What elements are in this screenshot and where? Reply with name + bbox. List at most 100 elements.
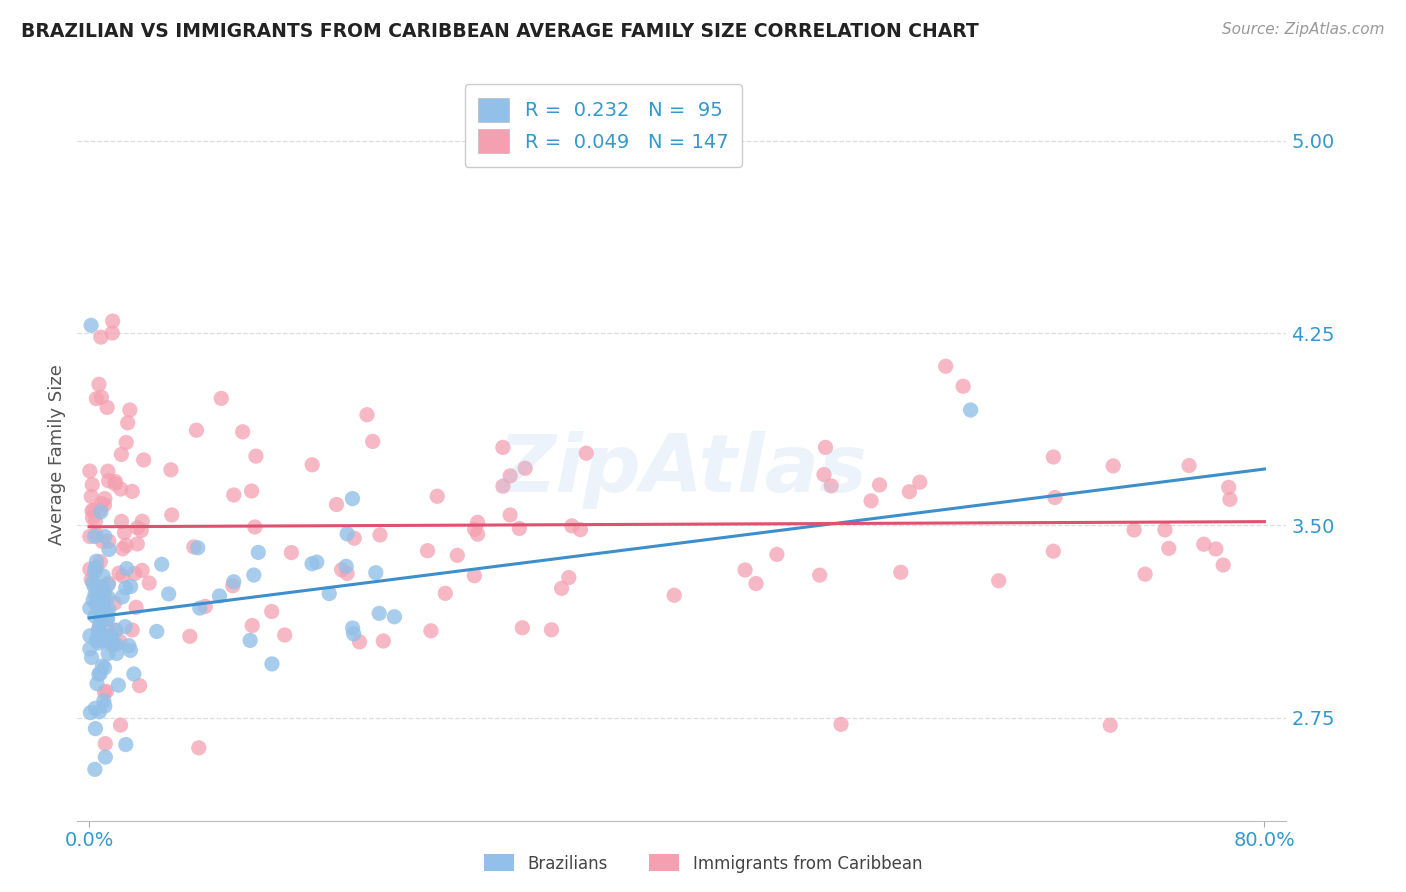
Point <box>96 684 118 698</box>
Point <box>97 602 120 616</box>
Point <box>97 578 120 592</box>
Point <box>91 602 114 616</box>
Point <box>82 511 104 525</box>
Point <box>898 484 921 499</box>
Point <box>114 620 136 634</box>
Point <box>1042 450 1064 464</box>
Point <box>183 540 205 554</box>
Point <box>356 408 378 422</box>
Point <box>1099 718 1122 732</box>
Point <box>107 678 129 692</box>
Point <box>84 561 107 575</box>
Point <box>84 701 107 715</box>
Point <box>94 491 117 506</box>
Point <box>187 740 209 755</box>
Point <box>121 484 143 499</box>
Point <box>96 401 118 415</box>
Point <box>830 717 852 731</box>
Point <box>492 441 515 455</box>
Point <box>93 661 115 675</box>
Point <box>94 737 117 751</box>
Point <box>80 490 103 504</box>
Point <box>336 566 359 581</box>
Point <box>115 561 138 575</box>
Point <box>115 538 138 552</box>
Point <box>342 621 364 635</box>
Point <box>467 527 489 541</box>
Point <box>86 392 108 406</box>
Point <box>111 569 134 583</box>
Point <box>1154 523 1177 537</box>
Point <box>1205 541 1227 556</box>
Point <box>361 434 384 449</box>
Point <box>97 576 120 591</box>
Point <box>79 706 101 720</box>
Point <box>111 590 134 604</box>
Point <box>91 569 114 583</box>
Point <box>122 667 145 681</box>
Point <box>87 623 110 637</box>
Point <box>94 699 117 714</box>
Point <box>305 555 328 569</box>
Point <box>343 627 366 641</box>
Point <box>93 498 115 512</box>
Point <box>96 612 118 626</box>
Point <box>1133 567 1156 582</box>
Point <box>1043 491 1066 505</box>
Point <box>467 516 489 530</box>
Point <box>110 482 132 496</box>
Point <box>118 639 141 653</box>
Point <box>90 610 112 624</box>
Point <box>138 576 160 591</box>
Point <box>89 623 111 637</box>
Point <box>112 525 135 540</box>
Point <box>814 441 837 455</box>
Point <box>97 474 120 488</box>
Point <box>160 508 183 522</box>
Point <box>83 503 105 517</box>
Point <box>93 586 115 600</box>
Point <box>464 523 486 537</box>
Point <box>110 515 132 529</box>
Point <box>550 582 572 596</box>
Point <box>80 504 103 518</box>
Point <box>959 403 981 417</box>
Point <box>97 591 120 605</box>
Point <box>84 514 107 528</box>
Point <box>188 601 211 615</box>
Point <box>104 476 127 491</box>
Point <box>84 597 107 611</box>
Point <box>558 571 581 585</box>
Point <box>87 377 110 392</box>
Point <box>510 621 533 635</box>
Point <box>120 643 142 657</box>
Point <box>84 722 107 736</box>
Point <box>157 587 180 601</box>
Point <box>132 453 155 467</box>
Point <box>98 630 121 644</box>
Point <box>515 461 537 475</box>
Point <box>108 566 131 580</box>
Point <box>222 574 245 589</box>
Point <box>96 605 118 619</box>
Point <box>94 530 117 544</box>
Point <box>129 524 152 538</box>
Point <box>124 566 146 581</box>
Point <box>243 568 266 582</box>
Point <box>561 519 583 533</box>
Point <box>150 558 173 572</box>
Point <box>280 545 302 559</box>
Point <box>79 601 101 615</box>
Point <box>86 560 108 574</box>
Point <box>128 679 150 693</box>
Point <box>86 554 108 568</box>
Point <box>325 498 347 512</box>
Point <box>301 458 323 472</box>
Point <box>89 666 111 681</box>
Point <box>664 588 686 602</box>
Point <box>79 562 101 576</box>
Point <box>98 542 121 557</box>
Point <box>120 579 142 593</box>
Point <box>492 479 515 493</box>
Point <box>84 588 107 602</box>
